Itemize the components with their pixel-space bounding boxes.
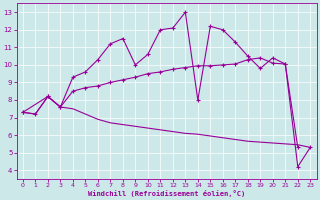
X-axis label: Windchill (Refroidissement éolien,°C): Windchill (Refroidissement éolien,°C) (88, 190, 245, 197)
